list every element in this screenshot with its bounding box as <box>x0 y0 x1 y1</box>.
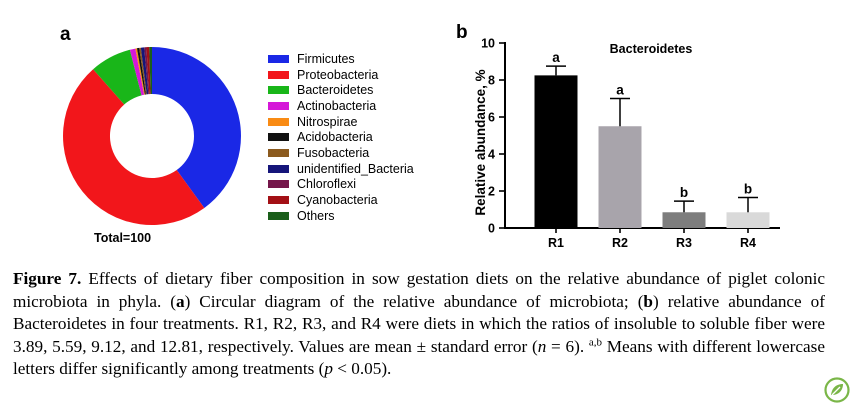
figure-svg: 0 2 4 6 8 10 Relative abundance, % Bacteroidete… <box>63 37 780 250</box>
legend-label: unidentified_Bacteria <box>297 161 414 176</box>
legend-item-cyanobacteria: Cyanobacteria <box>268 192 414 208</box>
legend-item-acidobacteria: Acidobacteria <box>268 129 414 145</box>
donut-slice-chloroflexi <box>144 47 150 95</box>
bar-r1 <box>534 75 578 228</box>
legend-swatch <box>268 54 289 63</box>
bar-chart: 0 2 4 6 8 10 Relative abundance, % Bacteroidete… <box>473 37 780 250</box>
donut-slice-proteobacteria <box>63 69 205 225</box>
caption-superscript: a,b <box>588 336 603 349</box>
legend-item-others: Others <box>268 208 414 224</box>
legend-item-unidentified-bacteria: unidentified_Bacteria <box>268 161 414 177</box>
significance-label-r2: a <box>616 83 624 98</box>
panel-label-b: b <box>456 22 468 43</box>
legend-swatch <box>268 86 289 95</box>
legend-item-chloroflexi: Chloroflexi <box>268 177 414 193</box>
legend-item-fusobacteria: Fusobacteria <box>268 145 414 161</box>
caption-text-1: Effects of dietary fiber composition in … <box>13 269 825 311</box>
legend-label: Actinobacteria <box>297 98 377 113</box>
significance-label-r4: b <box>744 181 752 196</box>
legend-label: Fusobacteria <box>297 145 370 160</box>
legend-swatch <box>268 133 289 142</box>
legend-swatch <box>268 101 289 110</box>
caption-p: p <box>324 359 333 379</box>
x-tick-label-r2: R2 <box>612 236 628 250</box>
donut-chart <box>63 46 241 225</box>
donut-slice-unidentified-bacteria <box>140 47 149 95</box>
x-tick-label-r4: R4 <box>740 236 756 250</box>
legend-item-firmicutes: Firmicutes <box>268 51 414 67</box>
legend-label: Proteobacteria <box>297 67 379 82</box>
legend-label: Chloroflexi <box>297 177 357 192</box>
caption-panel-b: b <box>643 291 653 311</box>
y-tick-label: 4 <box>488 148 495 162</box>
legend-item-proteobacteria: Proteobacteria <box>268 67 414 83</box>
legend-label: Others <box>297 208 335 223</box>
bar-chart-title: Bacteroidetes <box>610 42 693 56</box>
legend-swatch <box>268 211 289 220</box>
donut-total-label: Total=100 <box>94 231 152 245</box>
legend-label: Nitrospirae <box>297 114 358 129</box>
caption-text-3: ) relative abundance of Bacteroidetes in… <box>13 291 825 356</box>
bar-r3 <box>662 212 706 228</box>
y-tick-label: 2 <box>488 185 495 199</box>
donut-slice-bacteroidetes <box>93 49 142 105</box>
caption-n: n <box>537 336 547 356</box>
y-tick-label: 8 <box>488 74 495 88</box>
bar-r2 <box>598 126 642 228</box>
legend-swatch <box>268 180 289 189</box>
caption-label: Figure 7. <box>13 269 82 288</box>
legend-swatch <box>268 148 289 157</box>
y-tick-label: 10 <box>481 37 495 51</box>
caption-text-2: ) Circular diagram of the relative abund… <box>184 291 644 311</box>
legend-item-bacteroidetes: Bacteroidetes <box>268 82 414 98</box>
legend-swatch <box>268 164 289 173</box>
x-tick-label-r3: R3 <box>676 236 692 250</box>
legend-item-actinobacteria: Actinobacteria <box>268 98 414 114</box>
legend-label: Bacteroidetes <box>297 83 374 98</box>
legend-swatch <box>268 117 289 126</box>
donut-slice-firmicutes <box>152 47 241 208</box>
donut-slice-actinobacteria <box>129 48 145 96</box>
legend-label: Firmicutes <box>297 51 355 66</box>
y-tick-label: 0 <box>488 222 495 236</box>
donut-slice-nitrospirae <box>135 48 145 95</box>
donut-slice-fusobacteria <box>139 47 147 95</box>
significance-label-r3: b <box>680 185 688 200</box>
caption-text-6: < 0.05). <box>332 359 392 379</box>
donut-legend: Firmicutes Proteobacteria Bacteroidetes Act… <box>268 51 414 224</box>
legend-label: Cyanobacteria <box>297 193 378 208</box>
caption-panel-a: a <box>176 291 185 311</box>
donut-slice-acidobacteria <box>136 47 146 95</box>
bar-r4 <box>726 212 770 228</box>
donut-slice-others <box>149 46 152 95</box>
figure-caption: Figure 7. Effects of dietary fiber compo… <box>13 268 825 381</box>
x-tick-label-r1: R1 <box>548 236 564 250</box>
panel-label-a: a <box>60 24 71 45</box>
y-axis-label: Relative abundance, % <box>473 69 488 215</box>
legend-item-nitrospirae: Nitrospirae <box>268 114 414 130</box>
legend-swatch <box>268 196 289 205</box>
caption-text-4: = 6). <box>546 336 589 356</box>
legend-label: Acidobacteria <box>297 130 373 145</box>
journal-leaf-logo-icon <box>824 377 850 403</box>
y-tick-label: 6 <box>488 111 495 125</box>
donut-slice-cyanobacteria <box>146 47 151 95</box>
caption-text-5: Means with different lowercase letters d… <box>13 336 825 379</box>
significance-label-r1: a <box>552 50 560 65</box>
legend-swatch <box>268 70 289 79</box>
